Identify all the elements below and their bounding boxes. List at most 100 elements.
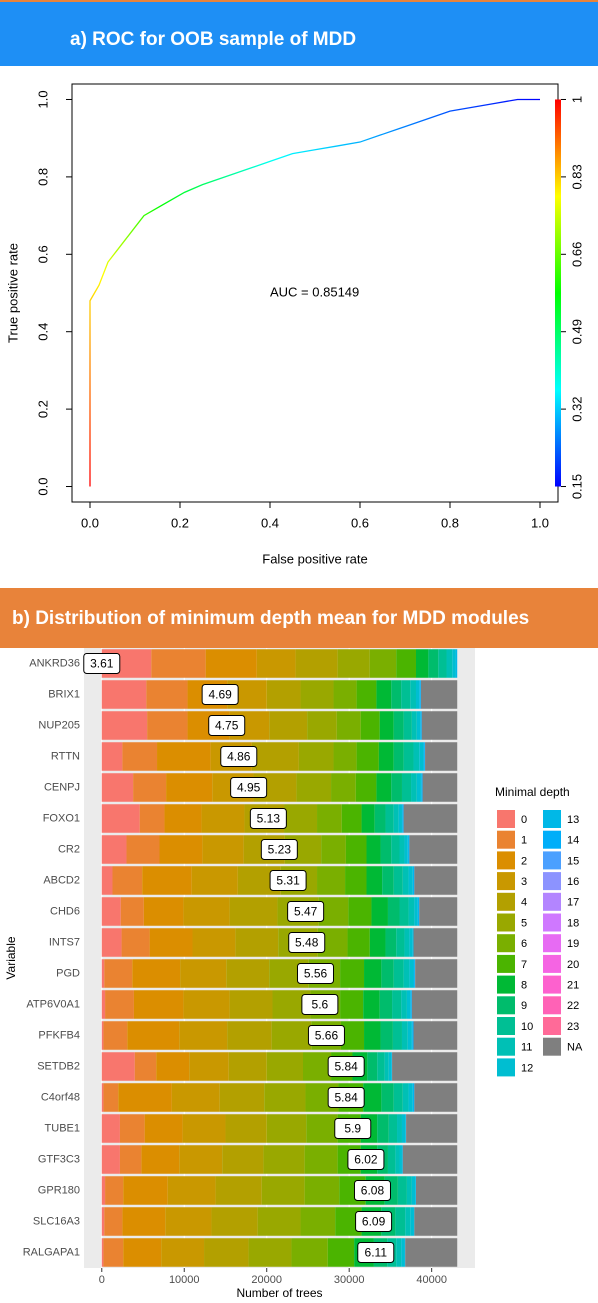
- bar-segment: [363, 990, 380, 1019]
- bar-segment: [401, 1114, 406, 1143]
- bar-segment: [407, 1021, 412, 1050]
- bar-segment: [401, 680, 411, 709]
- bar-segment: [401, 990, 407, 1019]
- mean-label-box: [201, 684, 239, 705]
- y-tick-label: CHD6: [50, 905, 80, 917]
- bar-segment: [392, 1052, 458, 1081]
- bar-segment: [401, 773, 412, 802]
- legend-key: [497, 996, 515, 1015]
- bar-segment: [303, 1052, 332, 1081]
- bar-segment: [122, 1207, 166, 1236]
- bar-segment: [121, 928, 150, 957]
- bar-segment: [321, 835, 346, 864]
- bar-segment: [381, 1083, 394, 1112]
- mean-label: 5.23: [268, 843, 292, 857]
- bar-segment: [411, 990, 412, 1019]
- bar-segment: [142, 866, 192, 895]
- bar-segment: [408, 1083, 413, 1112]
- colorbar-tick-label: 0.49: [569, 319, 584, 344]
- legend-label: 5: [521, 917, 527, 929]
- mean-label: 6.02: [354, 1153, 378, 1167]
- mean-label: 5.6: [312, 998, 329, 1012]
- bar-segment: [229, 990, 273, 1019]
- mean-label-box: [260, 839, 298, 860]
- bar-segment: [119, 1145, 142, 1174]
- bar-segment: [171, 1083, 220, 1112]
- bar-segment: [201, 804, 245, 833]
- bar-segment: [251, 742, 299, 771]
- legend-label: 6: [521, 938, 527, 950]
- bar-segment: [415, 680, 420, 709]
- bar-segment: [360, 711, 380, 740]
- bar-segment: [364, 959, 382, 988]
- bar-segment: [409, 959, 414, 988]
- bar-segment: [127, 1021, 180, 1050]
- bar-segment: [204, 1238, 249, 1267]
- bar-segment: [393, 804, 399, 833]
- bar-segment: [101, 1238, 104, 1267]
- bar-segment: [257, 1207, 301, 1236]
- bar-segment: [405, 1114, 407, 1143]
- x-tick-label: 0.6: [351, 515, 369, 530]
- bar-segment: [269, 711, 308, 740]
- bar-segment: [307, 711, 337, 740]
- mean-label: 5.9: [344, 1122, 361, 1136]
- bar-segment: [101, 1176, 106, 1205]
- y-tick-label: 0.6: [35, 245, 50, 263]
- bar-segment: [385, 804, 394, 833]
- mean-label: 6.09: [362, 1215, 386, 1229]
- bar-segment: [423, 742, 425, 771]
- bar-segment: [408, 835, 410, 864]
- legend-label: 8: [521, 980, 527, 992]
- bar-segment: [104, 959, 133, 988]
- legend-key: [543, 892, 561, 911]
- bar-segment: [376, 773, 392, 802]
- bar-segment: [104, 1207, 123, 1236]
- legend-key: [497, 954, 515, 973]
- bar-segment: [398, 804, 402, 833]
- legend-key: [543, 1017, 561, 1035]
- mean-label: 4.86: [227, 750, 251, 764]
- bar-segment: [420, 773, 422, 802]
- x-tick-label: 1.0: [531, 515, 549, 530]
- bar-segment: [396, 928, 405, 957]
- bar-segment: [333, 680, 357, 709]
- bar-segment: [380, 1021, 393, 1050]
- y-axis-title: Variable: [4, 936, 18, 979]
- bar-segment: [421, 711, 458, 740]
- bar-segment: [401, 1021, 408, 1050]
- header-b: [0, 588, 598, 648]
- bar-segment: [406, 1114, 458, 1143]
- bar-segment: [191, 866, 238, 895]
- bar-segment: [388, 1114, 398, 1143]
- bar-segment: [263, 1145, 305, 1174]
- legend-label: 7: [521, 959, 527, 971]
- bar-segment: [406, 990, 411, 1019]
- y-tick-label: SETDB2: [37, 1060, 80, 1072]
- legend-label: 16: [567, 876, 579, 888]
- y-tick-label: TUBE1: [45, 1122, 80, 1134]
- bar-segment: [112, 866, 143, 895]
- bar-segment: [387, 897, 400, 926]
- mean-label-box: [208, 715, 246, 736]
- bar-segment: [123, 1176, 168, 1205]
- legend-label: 12: [521, 1062, 533, 1074]
- bar-segment: [366, 866, 383, 895]
- bar-segment: [144, 1114, 183, 1143]
- bar-segment: [396, 649, 416, 678]
- bar-segment: [183, 990, 230, 1019]
- bar-segment: [317, 804, 342, 833]
- y-tick-label: CENPJ: [44, 781, 80, 793]
- x-tick-label: 0.2: [171, 515, 189, 530]
- bar-segment: [387, 1145, 396, 1174]
- mean-label: 5.13: [257, 812, 281, 826]
- y-tick-label: PGD: [56, 967, 80, 979]
- legend-label: 13: [567, 814, 579, 826]
- bar-segment: [412, 928, 414, 957]
- y-tick-label: NUP205: [38, 719, 80, 731]
- y-axis-title: True positive rate: [5, 243, 20, 343]
- bar-segment: [337, 649, 370, 678]
- bar-segment: [366, 835, 381, 864]
- y-tick-label: INTS7: [49, 936, 80, 948]
- bar-segment: [266, 1114, 307, 1143]
